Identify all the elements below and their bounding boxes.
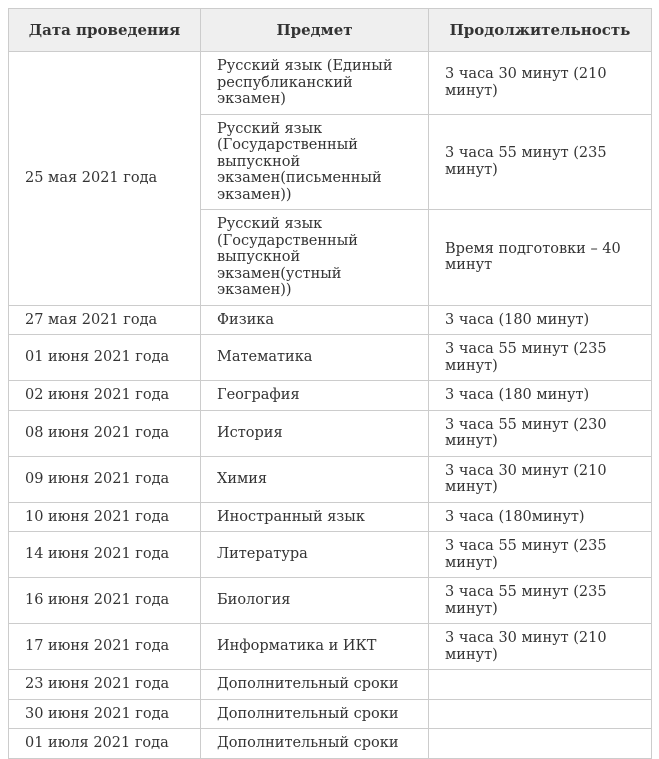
duration-cell: 3 часа 30 минут (210 минут): [428, 455, 652, 503]
subject-cell: Математика: [200, 334, 429, 381]
table-row: 30 июня 2021 года Дополнительный сроки: [8, 698, 652, 729]
subject-cell: История: [200, 409, 429, 457]
page: Дата проведения Предмет Продолжительност…: [8, 8, 652, 759]
subject-cell: Физика: [200, 304, 429, 335]
duration-cell: 3 часа 55 минут (235 минут): [428, 113, 652, 210]
table-row: 25 мая 2021 года Русский язык (Единый ре…: [8, 51, 652, 306]
table-header: Дата проведения Предмет Продолжительност…: [8, 8, 652, 52]
table-row: 16 июня 2021 года Биология 3 часа 55 мин…: [8, 577, 652, 624]
duration-cell: 3 часа (180минут): [428, 501, 652, 532]
duration-cell: 3 часа 55 минут (230 минут): [428, 409, 652, 457]
table-row: 10 июня 2021 года Иностранный язык 3 час…: [8, 501, 652, 532]
date-cell: 17 июня 2021 года: [8, 623, 201, 670]
date-cell: 27 мая 2021 года: [8, 304, 201, 335]
table-row: 17 июня 2021 года Информатика и ИКТ 3 ча…: [8, 623, 652, 670]
duration-cell: 3 часа 55 минут (235 минут): [428, 577, 652, 624]
date-cell: 08 июня 2021 года: [8, 409, 201, 457]
header-date: Дата проведения: [8, 8, 201, 52]
date-cell: 10 июня 2021 года: [8, 501, 201, 532]
duration-cell: [428, 698, 652, 729]
date-cell: 14 июня 2021 года: [8, 531, 201, 578]
subject-cell: Иностранный язык: [200, 501, 429, 532]
subject-cell: Дополнительный сроки: [200, 728, 429, 759]
subject-cell: Биология: [200, 577, 429, 624]
exam-schedule-table: Дата проведения Предмет Продолжительност…: [8, 8, 652, 759]
duration-cell: 3 часа 30 минут (210 минут): [428, 623, 652, 670]
table-row: Русский язык (Государственный выпускной …: [9, 113, 652, 210]
subject-cell: Информатика и ИКТ: [200, 623, 429, 670]
subject-cell: Русский язык (Государственный выпускной …: [200, 113, 429, 210]
table-row: Русский язык (Государственный выпускной …: [9, 209, 652, 306]
date-cell: 02 июня 2021 года: [8, 380, 201, 411]
subject-cell: Дополнительный сроки: [200, 669, 429, 700]
table-row: 01 июня 2021 года Математика 3 часа 55 м…: [8, 334, 652, 381]
date-cell: 09 июня 2021 года: [8, 455, 201, 503]
subject-cell: Русский язык (Государственный выпускной …: [200, 209, 429, 306]
subject-cell: Химия: [200, 455, 429, 503]
header-subject: Предмет: [200, 8, 429, 52]
date-cell: 30 июня 2021 года: [8, 698, 201, 729]
duration-cell: Время подготовки – 40 минут: [428, 209, 652, 306]
duration-cell: 3 часа 55 минут (235 минут): [428, 334, 652, 381]
duration-cell: [428, 669, 652, 700]
date-cell: 23 июня 2021 года: [8, 669, 201, 700]
header-duration: Продолжительность: [428, 8, 652, 52]
duration-cell: [428, 728, 652, 759]
date-cell: 25 мая 2021 года: [8, 51, 201, 306]
subject-cell: Литература: [200, 531, 429, 578]
table-row: 14 июня 2021 года Литература 3 часа 55 м…: [8, 531, 652, 578]
duration-cell: 3 часа 30 минут (210 минут): [428, 51, 652, 115]
table-row: 09 июня 2021 года Химия 3 часа 30 минут …: [8, 455, 652, 503]
date-cell: 01 июня 2021 года: [8, 334, 201, 381]
duration-cell: 3 часа 55 минут (235 минут): [428, 531, 652, 578]
duration-cell: 3 часа (180 минут): [428, 304, 652, 335]
date-cell: 16 июня 2021 года: [8, 577, 201, 624]
table-row: 02 июня 2021 года География 3 часа (180 …: [8, 380, 652, 411]
duration-cell: 3 часа (180 минут): [428, 380, 652, 411]
date-cell: 01 июля 2021 года: [8, 728, 201, 759]
subject-cell: Дополнительный сроки: [200, 698, 429, 729]
subject-cell: Русский язык (Единый республиканский экз…: [200, 51, 429, 115]
table-body: 25 мая 2021 года Русский язык (Единый ре…: [8, 51, 652, 759]
subject-cell: География: [200, 380, 429, 411]
header-row: Дата проведения Предмет Продолжительност…: [8, 8, 652, 52]
table-row: 01 июля 2021 года Дополнительный сроки: [8, 728, 652, 759]
table-row: 27 мая 2021 года Физика 3 часа (180 мину…: [8, 304, 652, 335]
table-row: 08 июня 2021 года История 3 часа 55 мину…: [8, 409, 652, 457]
table-row: 23 июня 2021 года Дополнительный сроки: [8, 669, 652, 700]
